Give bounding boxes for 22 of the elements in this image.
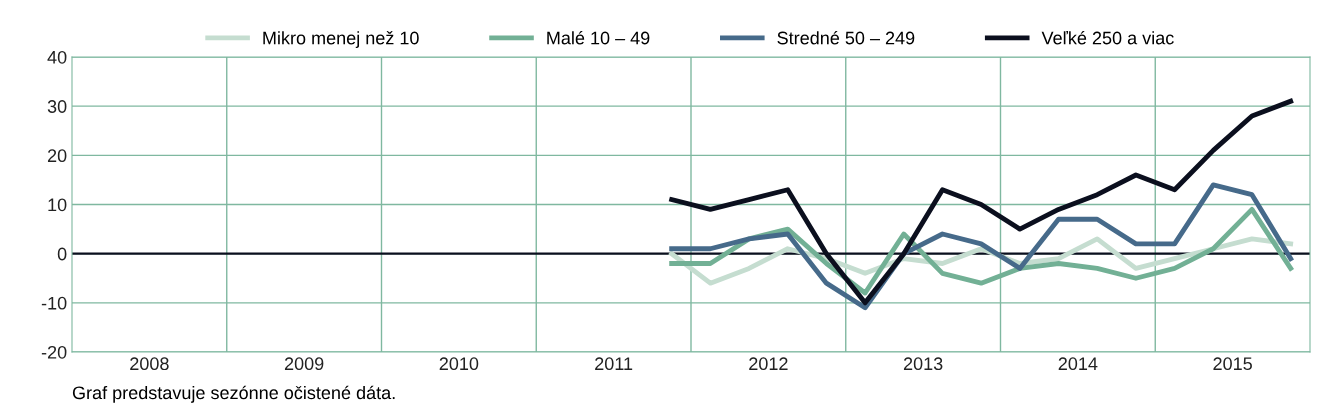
line-series xyxy=(669,206,1294,296)
legend-label: Veľké 250 a viac xyxy=(1041,30,1174,45)
y-tick-label: 0 xyxy=(57,247,67,261)
legend-label: Malé 10 – 49 xyxy=(547,30,650,45)
y-tick-label: 30 xyxy=(47,100,67,113)
x-tick-label: 2011 xyxy=(595,357,633,371)
y-tick-label: -10 xyxy=(41,296,67,310)
y-tick-label: -20 xyxy=(41,345,67,359)
x-tick-label: 2015 xyxy=(1213,357,1252,371)
y-tick-label: 10 xyxy=(48,198,67,212)
x-tick-label: 2012 xyxy=(749,357,788,371)
x-tick-label: 2010 xyxy=(439,357,479,371)
y-tick-label: 40 xyxy=(47,50,67,64)
legend-label: Mikro menej než 10 xyxy=(263,31,419,48)
x-tick-label: 2014 xyxy=(1058,357,1098,371)
y-tick-label: 20 xyxy=(47,149,67,163)
x-tick-label: 2008 xyxy=(130,357,169,371)
legend-label: Stredné 50 – 249 xyxy=(777,30,915,45)
text: Graf predstavuje sezónne očistené dáta. xyxy=(72,385,395,403)
x-tick-label: 2009 xyxy=(284,357,324,371)
line-series xyxy=(669,182,1294,311)
x-tick-label: 2013 xyxy=(903,357,943,371)
